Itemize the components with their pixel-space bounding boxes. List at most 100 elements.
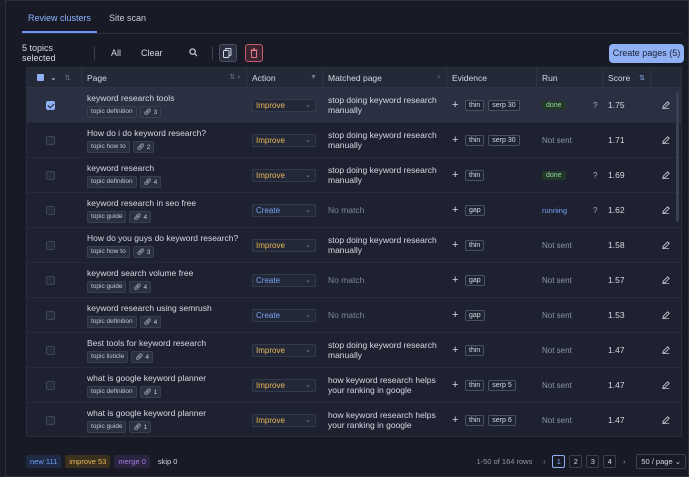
- page-title[interactable]: keyword search volume free: [87, 267, 194, 278]
- matched-page[interactable]: No match: [328, 310, 365, 320]
- row-checkbox[interactable]: [46, 100, 55, 110]
- page-button-3[interactable]: 3: [586, 454, 600, 468]
- evidence-chip[interactable]: gap: [465, 274, 485, 286]
- row-checkbox[interactable]: [46, 240, 55, 250]
- matched-page[interactable]: stop doing keyword research manually: [328, 165, 437, 185]
- evidence-chip[interactable]: thin: [465, 99, 485, 111]
- action-select[interactable]: Create ⌄: [252, 203, 316, 217]
- table-scrollbar[interactable]: [676, 92, 679, 222]
- select-all-checkbox[interactable]: [37, 74, 44, 81]
- header-evidence[interactable]: Evidence: [447, 68, 537, 88]
- table-row[interactable]: keyword research using semrush topic def…: [27, 298, 681, 333]
- search-icon[interactable]: ⌕: [437, 73, 441, 81]
- table-row[interactable]: Best tools for keyword research topic li…: [27, 333, 681, 368]
- row-checkbox[interactable]: [46, 310, 55, 320]
- action-select[interactable]: Improve ⌄: [252, 238, 316, 252]
- edit-button[interactable]: [651, 416, 681, 424]
- edit-button[interactable]: [651, 206, 681, 214]
- table-row[interactable]: what is google keyword planner topic def…: [27, 368, 681, 403]
- row-checkbox[interactable]: [46, 170, 55, 180]
- edit-button[interactable]: [651, 276, 681, 284]
- delete-button[interactable]: [244, 44, 263, 62]
- matched-page[interactable]: No match: [328, 205, 365, 215]
- search-button[interactable]: [173, 47, 206, 59]
- table-row[interactable]: what is google keyword planner topic gui…: [27, 403, 681, 436]
- evidence-chip[interactable]: gap: [465, 204, 485, 216]
- matched-page[interactable]: how keyword research helps your ranking …: [328, 375, 436, 395]
- add-evidence-button[interactable]: +: [452, 99, 459, 111]
- count-new-badge[interactable]: new 111: [26, 454, 62, 468]
- add-evidence-button[interactable]: +: [452, 274, 459, 286]
- page-title[interactable]: what is google keyword planner: [87, 407, 207, 418]
- clear-selection-button[interactable]: Clear: [141, 48, 163, 58]
- page-title[interactable]: keyword research tools: [87, 92, 175, 103]
- table-row[interactable]: How do i do keyword research? topic how …: [27, 123, 681, 158]
- add-evidence-button[interactable]: +: [452, 134, 459, 146]
- header-score[interactable]: Score ⇅: [603, 68, 651, 88]
- create-pages-button[interactable]: Create pages (5): [609, 43, 684, 63]
- evidence-chip[interactable]: thin: [465, 169, 485, 181]
- table-row[interactable]: How do you guys do keyword research? top…: [27, 228, 681, 263]
- matched-page[interactable]: how keyword research helps your ranking …: [328, 410, 436, 430]
- action-select[interactable]: Improve ⌄: [252, 98, 316, 112]
- evidence-chip[interactable]: serp 6: [488, 414, 516, 426]
- matched-page[interactable]: stop doing keyword research manually: [328, 130, 437, 150]
- row-checkbox[interactable]: [46, 135, 55, 145]
- row-checkbox[interactable]: [46, 415, 55, 425]
- evidence-chip[interactable]: gap: [465, 309, 485, 321]
- help-icon[interactable]: ?: [593, 170, 598, 180]
- page-title[interactable]: How do you guys do keyword research?: [87, 232, 239, 243]
- action-select[interactable]: Improve ⌄: [252, 133, 316, 147]
- edit-button[interactable]: [651, 381, 681, 389]
- row-checkbox[interactable]: [46, 345, 55, 355]
- edit-button[interactable]: [651, 171, 681, 179]
- page-button-1[interactable]: 1: [552, 454, 566, 468]
- action-select[interactable]: Improve ⌄: [252, 378, 316, 392]
- matched-page[interactable]: No match: [328, 275, 365, 285]
- page-title[interactable]: keyword research: [87, 162, 155, 173]
- edit-button[interactable]: [651, 101, 681, 109]
- evidence-chip[interactable]: thin: [465, 379, 485, 391]
- add-evidence-button[interactable]: +: [452, 414, 459, 426]
- help-icon[interactable]: ?: [593, 100, 598, 110]
- matched-page[interactable]: stop doing keyword research manually: [328, 340, 437, 360]
- page-title[interactable]: keyword research using semrush: [87, 302, 212, 313]
- evidence-chip[interactable]: thin: [465, 344, 485, 356]
- table-row[interactable]: keyword research in seo free topic guide…: [27, 193, 681, 228]
- copy-button[interactable]: [218, 44, 237, 62]
- prev-page-icon[interactable]: ‹: [543, 456, 546, 466]
- add-evidence-button[interactable]: +: [452, 169, 459, 181]
- chevron-down-icon[interactable]: ⌄: [50, 73, 57, 82]
- per-page-select[interactable]: 50 / page ⌄: [636, 453, 686, 469]
- add-evidence-button[interactable]: +: [452, 204, 459, 216]
- table-row[interactable]: keyword research topic definition 🔗︎ 4 I…: [27, 158, 681, 193]
- count-merge-badge[interactable]: merge 0: [114, 454, 150, 468]
- row-checkbox[interactable]: [46, 380, 55, 390]
- count-improve-badge[interactable]: improve 53: [65, 454, 111, 468]
- evidence-chip[interactable]: thin: [465, 134, 485, 146]
- header-action[interactable]: Action ▼: [247, 68, 323, 88]
- matched-page[interactable]: stop doing keyword research manually: [328, 95, 437, 115]
- evidence-chip[interactable]: serp 30: [488, 134, 520, 146]
- sort-icon[interactable]: ⇅: [64, 74, 71, 82]
- action-select[interactable]: Create ⌄: [252, 273, 316, 287]
- tab-site-scan[interactable]: Site scan: [109, 13, 147, 23]
- edit-button[interactable]: [651, 136, 681, 144]
- tab-review-clusters[interactable]: Review clusters: [22, 7, 98, 33]
- add-evidence-button[interactable]: +: [452, 379, 459, 391]
- table-row[interactable]: keyword search volume free topic guide 🔗…: [27, 263, 681, 298]
- header-page[interactable]: Page ⇅ ⌕: [82, 68, 247, 88]
- select-all-button[interactable]: All: [111, 48, 122, 58]
- action-select[interactable]: Improve ⌄: [252, 343, 316, 357]
- add-evidence-button[interactable]: +: [452, 309, 459, 321]
- header-matched[interactable]: Matched page ⌕: [323, 68, 447, 88]
- edit-button[interactable]: [651, 311, 681, 319]
- edit-button[interactable]: [651, 241, 681, 249]
- evidence-chip[interactable]: thin: [465, 414, 485, 426]
- row-checkbox[interactable]: [46, 205, 55, 215]
- count-skip-badge[interactable]: skip 0: [157, 456, 178, 466]
- evidence-chip[interactable]: thin: [465, 239, 485, 251]
- add-evidence-button[interactable]: +: [452, 344, 459, 356]
- help-icon[interactable]: ?: [593, 205, 598, 215]
- header-run[interactable]: Run: [537, 68, 603, 88]
